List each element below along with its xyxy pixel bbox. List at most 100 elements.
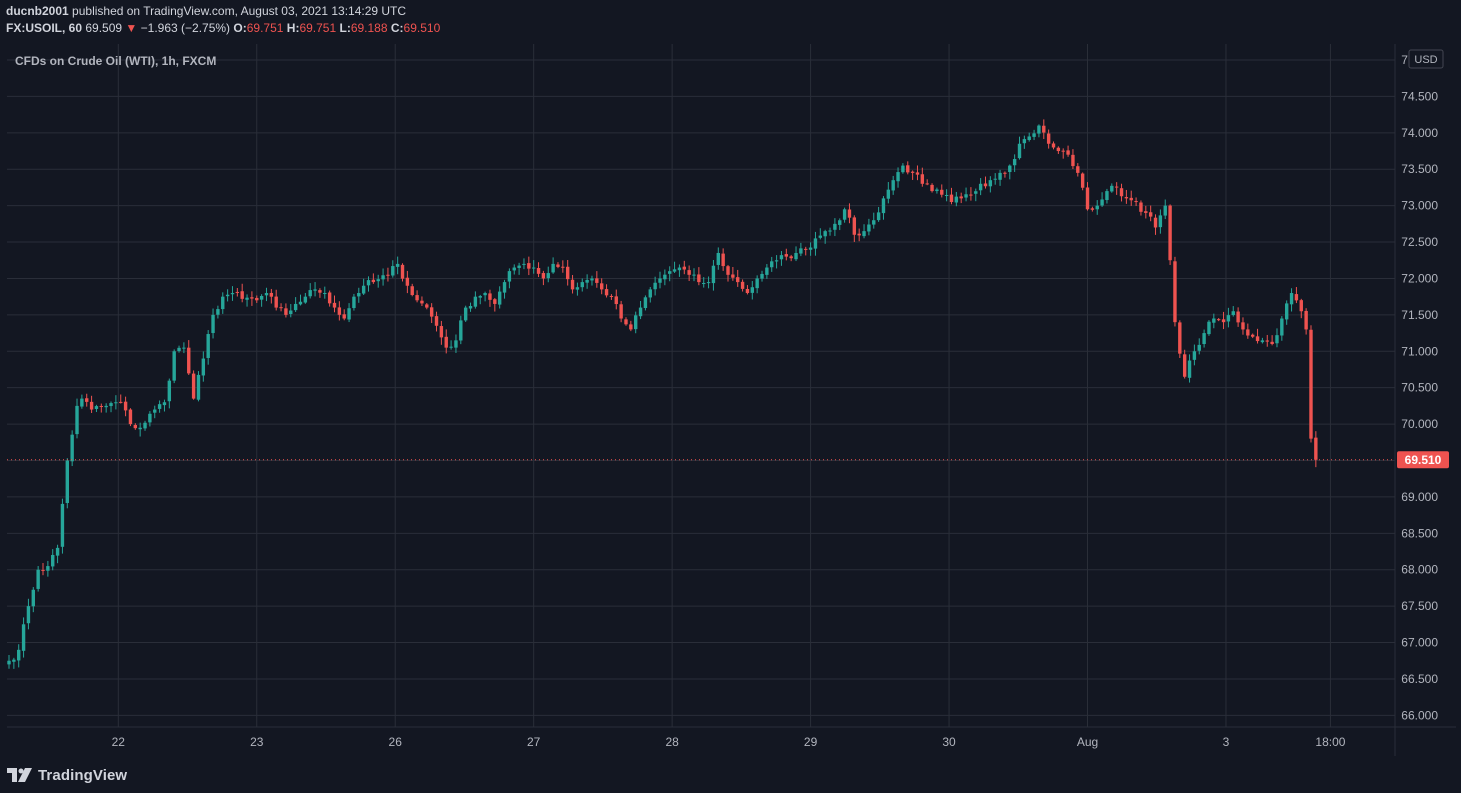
candle bbox=[604, 284, 609, 298]
candle-body bbox=[1032, 133, 1036, 137]
candle bbox=[1309, 325, 1313, 443]
candle-body bbox=[1017, 143, 1022, 159]
candle bbox=[405, 270, 410, 294]
candle bbox=[1260, 337, 1265, 344]
candle-body bbox=[352, 296, 356, 309]
candle-body bbox=[1003, 172, 1007, 174]
candle-body bbox=[1168, 205, 1172, 261]
candle-body bbox=[755, 278, 759, 289]
candle-body bbox=[609, 295, 614, 297]
candle bbox=[1304, 308, 1308, 335]
candle-body bbox=[527, 263, 531, 269]
candle bbox=[852, 215, 857, 242]
candle-body bbox=[804, 248, 808, 250]
candle-body bbox=[128, 409, 133, 425]
candle bbox=[682, 260, 686, 275]
currency-badge[interactable]: USD bbox=[1408, 49, 1444, 69]
candle-body bbox=[672, 269, 677, 272]
candle bbox=[721, 248, 725, 271]
candle bbox=[988, 176, 993, 193]
candle-body bbox=[308, 290, 312, 297]
candle bbox=[206, 330, 210, 365]
candle-body bbox=[1056, 147, 1061, 152]
candle bbox=[211, 308, 215, 339]
time-axis[interactable]: 22 23 26 27 28 29 30 Aug 3 18:00 bbox=[112, 735, 1346, 749]
candle-body bbox=[342, 314, 346, 319]
low-label: L: bbox=[339, 21, 351, 35]
candle-body bbox=[517, 265, 521, 268]
candle bbox=[1012, 154, 1017, 172]
candle bbox=[906, 161, 910, 175]
candle-body bbox=[954, 196, 959, 203]
candle bbox=[109, 401, 113, 413]
candle bbox=[1212, 313, 1216, 329]
publisher-name[interactable]: ducnb2001 bbox=[6, 4, 69, 18]
candle bbox=[813, 231, 818, 256]
candle bbox=[1236, 307, 1240, 327]
candle bbox=[561, 260, 565, 273]
candle-body bbox=[1144, 211, 1148, 213]
candle-body bbox=[1071, 154, 1075, 167]
candle bbox=[706, 276, 711, 289]
candle-body bbox=[1139, 202, 1143, 212]
candle bbox=[1284, 300, 1289, 325]
candle bbox=[585, 274, 589, 289]
publish-info: ducnb2001 published on TradingView.com, … bbox=[6, 4, 406, 18]
candle bbox=[497, 286, 502, 309]
candle bbox=[463, 305, 468, 322]
candle-body bbox=[561, 266, 565, 268]
candle bbox=[1139, 200, 1143, 216]
price-chart[interactable]: 66.000 66.500 67.000 67.500 68.000 68.500 69.0… bbox=[7, 44, 1456, 756]
candle-body bbox=[580, 282, 584, 288]
candle bbox=[1163, 199, 1167, 220]
candle-body bbox=[1095, 205, 1099, 210]
candle-body bbox=[872, 220, 876, 225]
candle-body bbox=[857, 233, 861, 236]
candle-body bbox=[381, 275, 385, 280]
candle-body bbox=[167, 380, 172, 402]
candle bbox=[794, 246, 798, 262]
candle bbox=[245, 294, 249, 307]
candle-body bbox=[1212, 318, 1216, 323]
candle-body bbox=[41, 569, 45, 571]
candle bbox=[478, 294, 482, 305]
candle-body bbox=[687, 270, 691, 275]
candle bbox=[629, 320, 633, 332]
candle-body bbox=[1202, 333, 1206, 345]
candle-body bbox=[896, 172, 900, 182]
candle bbox=[808, 242, 813, 256]
candle-body bbox=[648, 289, 652, 298]
candle-body bbox=[789, 256, 793, 259]
candle-body bbox=[692, 274, 696, 276]
candle bbox=[619, 300, 623, 323]
candle-body bbox=[46, 566, 50, 571]
x-tick-label: 22 bbox=[112, 735, 126, 749]
candle-body bbox=[978, 183, 983, 191]
candle-body bbox=[279, 307, 283, 309]
candle-body bbox=[463, 307, 468, 321]
candle-body bbox=[1008, 165, 1012, 173]
tradingview-logo[interactable]: TradingView bbox=[7, 765, 127, 785]
last-price-badge-label: 69.510 bbox=[1405, 453, 1442, 467]
candle bbox=[784, 248, 789, 261]
candle bbox=[770, 256, 774, 272]
candle bbox=[969, 187, 973, 201]
x-tick-label: Aug bbox=[1077, 735, 1098, 749]
candle-body bbox=[959, 196, 963, 199]
candle bbox=[828, 227, 832, 236]
candle bbox=[867, 218, 871, 236]
candle-body bbox=[172, 351, 176, 381]
candle bbox=[1197, 338, 1201, 355]
candle-body bbox=[420, 300, 424, 304]
x-tick-label: 18:00 bbox=[1315, 735, 1345, 749]
brand-name: TradingView bbox=[38, 766, 128, 784]
candle-body bbox=[536, 268, 541, 274]
candle-body bbox=[570, 279, 575, 290]
candle bbox=[31, 587, 35, 613]
candle-body bbox=[429, 307, 434, 317]
candle-body bbox=[26, 606, 31, 624]
candle-body bbox=[85, 398, 89, 402]
candle bbox=[133, 423, 138, 430]
candle-body bbox=[1158, 215, 1163, 228]
candle bbox=[104, 403, 108, 413]
